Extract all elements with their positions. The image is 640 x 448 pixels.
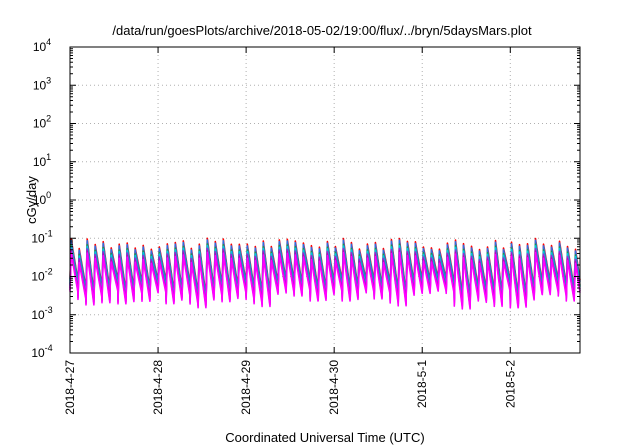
y-tick-label: 10-3 — [31, 305, 52, 322]
grid — [70, 47, 580, 353]
y-tick-label: 103 — [33, 75, 51, 92]
chart-title: /data/run/goesPlots/archive/2018-05-02/1… — [112, 23, 532, 38]
y-tick-label: 100 — [33, 190, 51, 207]
y-tick-label: 10-2 — [31, 267, 52, 284]
y-tick-label: 102 — [33, 114, 51, 131]
x-axis-label: Coordinated Universal Time (UTC) — [225, 430, 424, 445]
y-axis: 104 103 102 101 100 10-1 10-2 10-3 10-4 — [31, 37, 580, 360]
y-tick-label: 10-1 — [31, 228, 52, 245]
y-tick-label: 104 — [33, 37, 51, 54]
y-tick-label: 101 — [33, 152, 51, 169]
y-tick-label: 10-4 — [31, 343, 52, 360]
x-tick-label: 2018-4-30 — [327, 360, 341, 415]
x-tick-label: 2018-5-2 — [503, 360, 517, 408]
x-tick-label: 2018-4-27 — [63, 360, 77, 415]
series-line — [69, 251, 581, 310]
x-tick-label: 2018-4-29 — [239, 360, 253, 415]
x-tick-label: 2018-5-1 — [415, 360, 429, 408]
x-axis: 2018-4-27 2018-4-28 2018-4-29 2018-4-30 2018… — [63, 47, 517, 415]
x-tick-label: 2018-4-28 — [151, 360, 165, 415]
y-axis-label: cGy/day — [24, 176, 39, 224]
series-layer — [69, 237, 581, 310]
